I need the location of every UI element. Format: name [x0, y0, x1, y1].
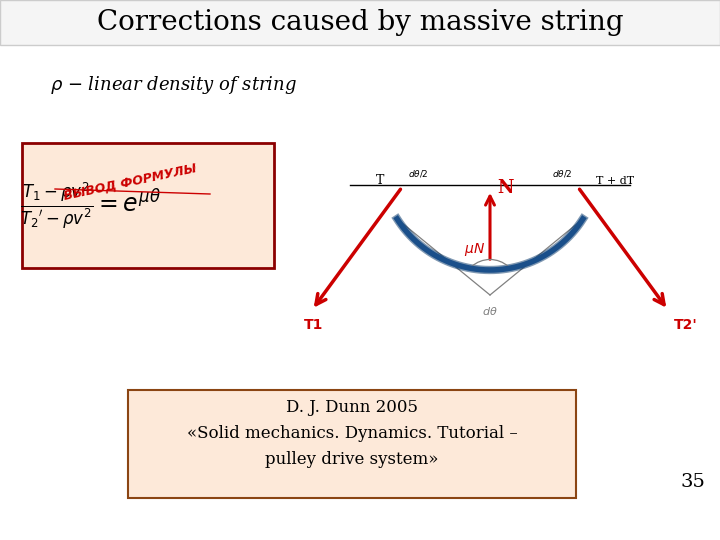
- Text: T1: T1: [305, 318, 324, 332]
- Text: T + dT: T + dT: [596, 176, 634, 186]
- Text: $\mu N$: $\mu N$: [464, 241, 485, 258]
- Text: N: N: [497, 179, 513, 197]
- FancyBboxPatch shape: [128, 390, 576, 498]
- Text: D. J. Dunn 2005: D. J. Dunn 2005: [286, 400, 418, 416]
- Text: 35: 35: [680, 473, 706, 491]
- Text: $\frac{T_1 - \rho v^2}{T_2{}^{\prime} - \rho v^2} = e^{\mu\theta}$: $\frac{T_1 - \rho v^2}{T_2{}^{\prime} - …: [19, 180, 161, 232]
- Bar: [0, 0, 720, 45]
- Text: «Solid mechanics. Dynamics. Tutorial –: «Solid mechanics. Dynamics. Tutorial –: [186, 424, 518, 442]
- Text: pulley drive system»: pulley drive system»: [265, 451, 438, 469]
- Text: ВЫВОД ФОРМУЛЫ: ВЫВОД ФОРМУЛЫ: [62, 161, 197, 202]
- FancyBboxPatch shape: [22, 143, 274, 268]
- Text: $d\theta$: $d\theta$: [482, 305, 498, 317]
- Text: T: T: [376, 174, 384, 187]
- Text: T2': T2': [674, 318, 698, 332]
- Text: $d\theta/2$: $d\theta/2$: [408, 168, 428, 179]
- Text: $d\theta/2$: $d\theta/2$: [552, 168, 572, 179]
- Text: $\rho$ $-$ linear density of string: $\rho$ $-$ linear density of string: [50, 74, 297, 96]
- Text: Corrections caused by massive string: Corrections caused by massive string: [96, 10, 624, 37]
